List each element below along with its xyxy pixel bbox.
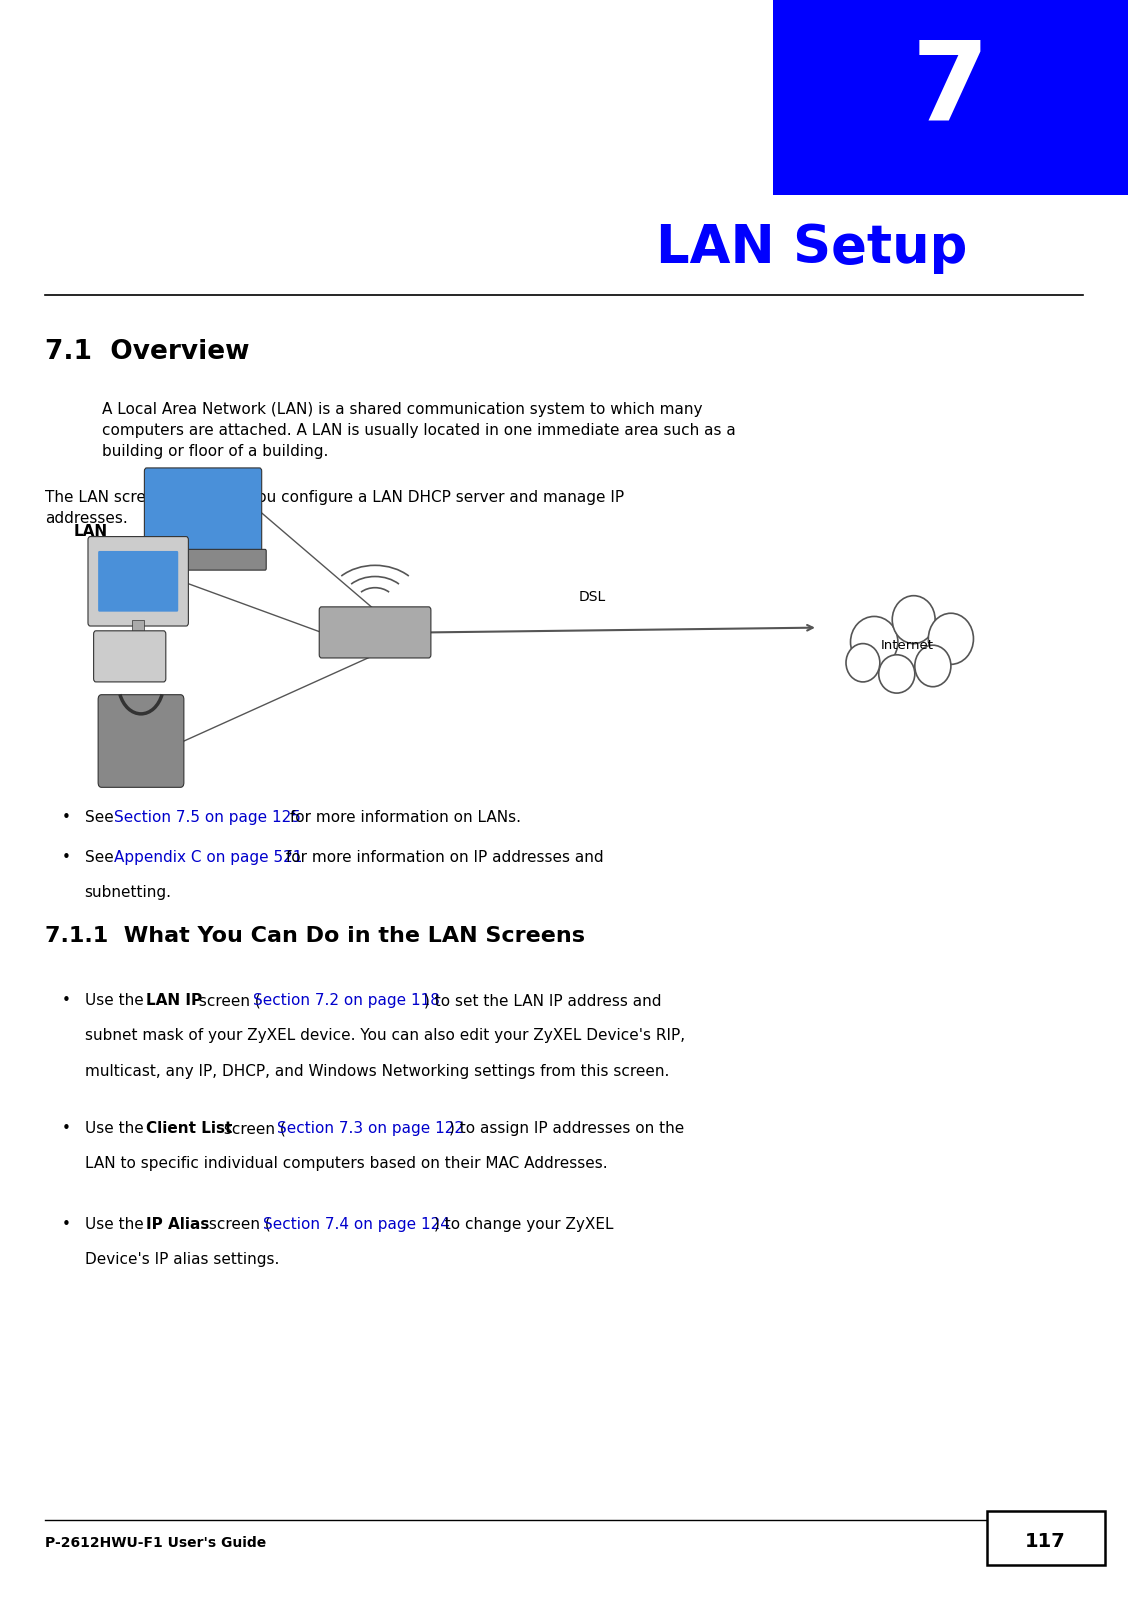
Text: •: • xyxy=(62,850,71,864)
Text: for more information on IP addresses and: for more information on IP addresses and xyxy=(281,850,603,864)
Text: DSL: DSL xyxy=(579,589,606,604)
Text: Internet: Internet xyxy=(881,639,933,652)
FancyBboxPatch shape xyxy=(94,631,166,682)
Text: Section 7.4 on page 124: Section 7.4 on page 124 xyxy=(263,1217,450,1231)
FancyBboxPatch shape xyxy=(140,549,266,570)
Text: Device's IP alias settings.: Device's IP alias settings. xyxy=(85,1252,279,1266)
FancyBboxPatch shape xyxy=(144,468,262,554)
Text: IP Alias: IP Alias xyxy=(146,1217,209,1231)
Text: Client List: Client List xyxy=(146,1121,232,1135)
Text: LAN Setup: LAN Setup xyxy=(656,222,968,273)
Text: •: • xyxy=(62,1121,71,1135)
Bar xyxy=(773,0,1128,195)
Text: Section 7.2 on page 118: Section 7.2 on page 118 xyxy=(253,993,440,1008)
Ellipse shape xyxy=(892,596,935,644)
Text: ) to change your ZyXEL: ) to change your ZyXEL xyxy=(434,1217,614,1231)
Text: Use the: Use the xyxy=(85,1121,148,1135)
Text: 7.1  Overview: 7.1 Overview xyxy=(45,339,249,364)
Text: screen (: screen ( xyxy=(219,1121,285,1135)
Text: screen (: screen ( xyxy=(194,993,261,1008)
Text: The LAN screens can help you configure a LAN DHCP server and manage IP
addresses: The LAN screens can help you configure a… xyxy=(45,490,624,527)
Text: See: See xyxy=(85,810,118,824)
Text: •: • xyxy=(62,810,71,824)
FancyBboxPatch shape xyxy=(319,607,431,658)
Text: LAN IP: LAN IP xyxy=(146,993,202,1008)
FancyBboxPatch shape xyxy=(88,537,188,626)
Ellipse shape xyxy=(915,645,951,687)
Text: subnetting.: subnetting. xyxy=(85,885,171,899)
Text: 7: 7 xyxy=(911,35,989,144)
Ellipse shape xyxy=(846,644,880,682)
Text: subnet mask of your ZyXEL device. You can also edit your ZyXEL Device's RIP,: subnet mask of your ZyXEL device. You ca… xyxy=(85,1028,685,1043)
Ellipse shape xyxy=(851,616,898,668)
FancyBboxPatch shape xyxy=(98,695,184,787)
Text: Use the: Use the xyxy=(85,993,148,1008)
Text: 117: 117 xyxy=(1025,1532,1066,1551)
Text: 7.1.1  What You Can Do in the LAN Screens: 7.1.1 What You Can Do in the LAN Screens xyxy=(45,926,585,947)
FancyBboxPatch shape xyxy=(987,1511,1105,1565)
Text: for more information on LANs.: for more information on LANs. xyxy=(285,810,521,824)
Text: See: See xyxy=(85,850,118,864)
Bar xyxy=(132,620,144,636)
Text: •: • xyxy=(62,993,71,1008)
Text: •: • xyxy=(62,1217,71,1231)
Text: Appendix C on page 521: Appendix C on page 521 xyxy=(114,850,302,864)
Text: ) to assign IP addresses on the: ) to assign IP addresses on the xyxy=(449,1121,685,1135)
Text: LAN to specific individual computers based on their MAC Addresses.: LAN to specific individual computers bas… xyxy=(85,1156,607,1171)
Ellipse shape xyxy=(879,655,915,693)
Text: P-2612HWU-F1 User's Guide: P-2612HWU-F1 User's Guide xyxy=(45,1536,266,1551)
FancyBboxPatch shape xyxy=(98,551,178,612)
Text: screen (: screen ( xyxy=(204,1217,271,1231)
Text: Use the: Use the xyxy=(85,1217,148,1231)
Text: Section 7.5 on page 125: Section 7.5 on page 125 xyxy=(114,810,301,824)
Text: Section 7.3 on page 122: Section 7.3 on page 122 xyxy=(277,1121,465,1135)
Text: multicast, any IP, DHCP, and Windows Networking settings from this screen.: multicast, any IP, DHCP, and Windows Net… xyxy=(85,1064,669,1078)
Ellipse shape xyxy=(928,613,973,664)
Text: ) to set the LAN IP address and: ) to set the LAN IP address and xyxy=(424,993,662,1008)
Text: LAN: LAN xyxy=(73,524,107,538)
Text: A Local Area Network (LAN) is a shared communication system to which many
comput: A Local Area Network (LAN) is a shared c… xyxy=(102,402,735,460)
